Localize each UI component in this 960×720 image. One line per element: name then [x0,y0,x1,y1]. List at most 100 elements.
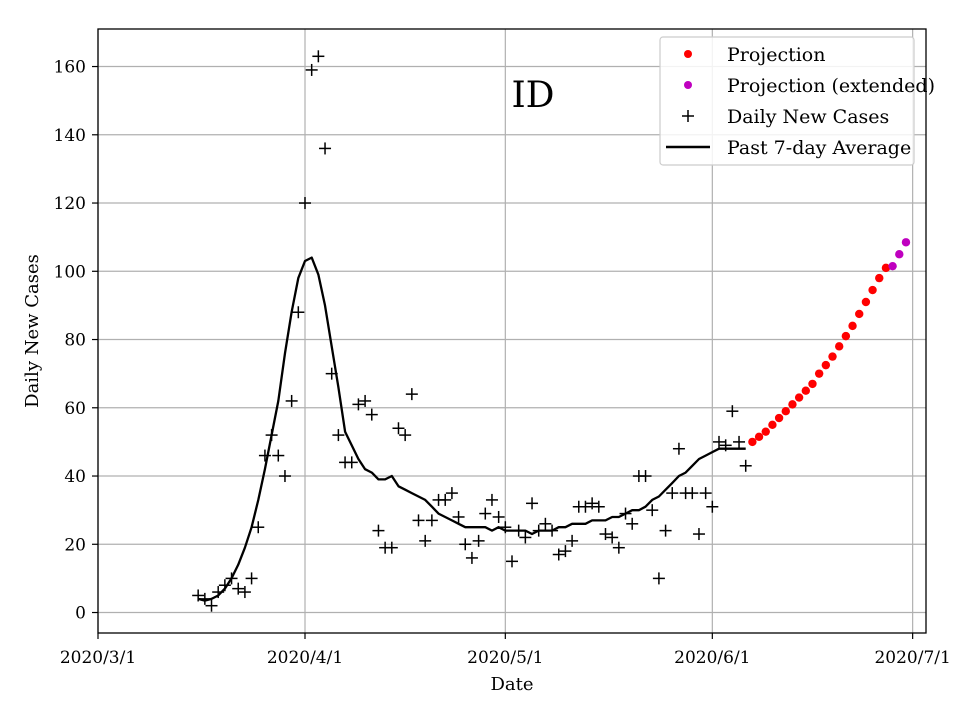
legend-marker-daily [682,110,694,122]
x-tick-label: 2020/3/1 [60,648,136,668]
projection-point [841,331,851,341]
projection-extended-point [901,238,911,247]
daily-case-point [492,510,505,523]
x-tick-label: 2020/6/1 [674,648,750,668]
daily-case-point [646,504,659,517]
daily-case-point [372,524,385,537]
daily-case-point [419,534,432,547]
projection-point [754,432,764,441]
daily-case-point [445,487,458,500]
y-tick-label: 40 [64,467,86,487]
y-tick-label: 0 [75,604,86,624]
daily-case-point [365,408,378,421]
projection-point [781,406,790,416]
daily-case-point [399,429,412,442]
y-tick-label: 80 [64,331,86,351]
daily-case-point [733,435,746,448]
daily-case-point [526,497,539,510]
projection-point [868,285,877,295]
projection-point [875,273,884,283]
daily-case-point [332,429,345,442]
y-tick-label: 120 [54,194,86,214]
projection-point [834,342,844,351]
daily-case-point [278,470,291,483]
projection-point [761,427,770,436]
daily-case-point [719,439,732,452]
projection-point [814,369,824,378]
y-axis-label: Daily New Cases [22,254,43,408]
projection-point [881,263,891,273]
projection-point [848,321,857,331]
daily-case-point [659,524,672,537]
x-tick-label: 2020/5/1 [467,648,543,668]
x-tick-label: 2020/4/1 [267,648,343,668]
daily-case-point [439,493,452,506]
daily-case-point [739,459,752,472]
average-line-layer [197,256,746,602]
daily-case-point [305,63,318,76]
daily-case-point [252,521,265,534]
daily-case-point [272,449,285,462]
daily-case-point [566,534,579,547]
daily-case-point [626,517,639,530]
daily-case-point [198,592,211,605]
daily-case-point [506,555,518,568]
projection-point [808,379,817,389]
y-tick-label: 20 [64,535,86,555]
legend: Projection Projection (extended) Daily New… [659,36,935,166]
daily-case-point [479,507,492,520]
x-axis-label: Date [490,674,533,695]
projection-point [794,393,804,402]
daily-case-point [652,572,665,585]
projection-point [821,360,831,370]
legend-marker-projection [684,50,692,58]
daily-case-point [212,586,225,599]
daily-case-point [726,405,739,418]
daily-case-point [519,531,532,544]
daily-case-point [392,422,405,435]
daily-case-point [586,497,599,510]
daily-case-point [666,487,679,500]
projection-point [768,420,777,430]
daily-case-point [699,487,712,500]
x-tick-label: 2020/7/1 [874,648,950,668]
daily-case-point [686,487,699,500]
daily-case-point [592,500,605,513]
average-line [197,256,746,602]
legend-box [659,36,915,166]
points-layer [192,50,911,612]
daily-case-point [285,394,298,407]
daily-case-point [672,442,685,455]
daily-case-point [292,306,305,319]
projection-point [801,386,811,395]
daily-case-point [258,449,271,462]
daily-case-point [532,524,545,537]
legend-marker-projection_extended [684,81,692,89]
daily-case-point [606,531,619,544]
daily-case-point [345,456,358,469]
daily-case-point [639,470,652,483]
projection-point [828,352,837,361]
daily-case-point [205,599,218,612]
projection-point [861,297,871,307]
y-tick-label: 140 [54,126,86,146]
daily-case-point [265,429,278,442]
daily-case-point [452,510,465,523]
daily-case-point [385,541,398,554]
daily-case-point [245,572,258,585]
daily-case-point [546,524,559,537]
daily-case-point [359,394,372,407]
daily-case-point [692,528,705,541]
daily-case-point [465,551,478,564]
daily-case-point [232,582,245,595]
daily-case-point [499,521,512,534]
daily-case-point [539,517,552,530]
daily-case-point [559,545,572,558]
plot-frame [97,28,927,634]
daily-case-point [425,514,438,527]
daily-case-point [713,435,725,448]
daily-case-point [312,50,325,63]
region-label: ID [511,75,554,116]
